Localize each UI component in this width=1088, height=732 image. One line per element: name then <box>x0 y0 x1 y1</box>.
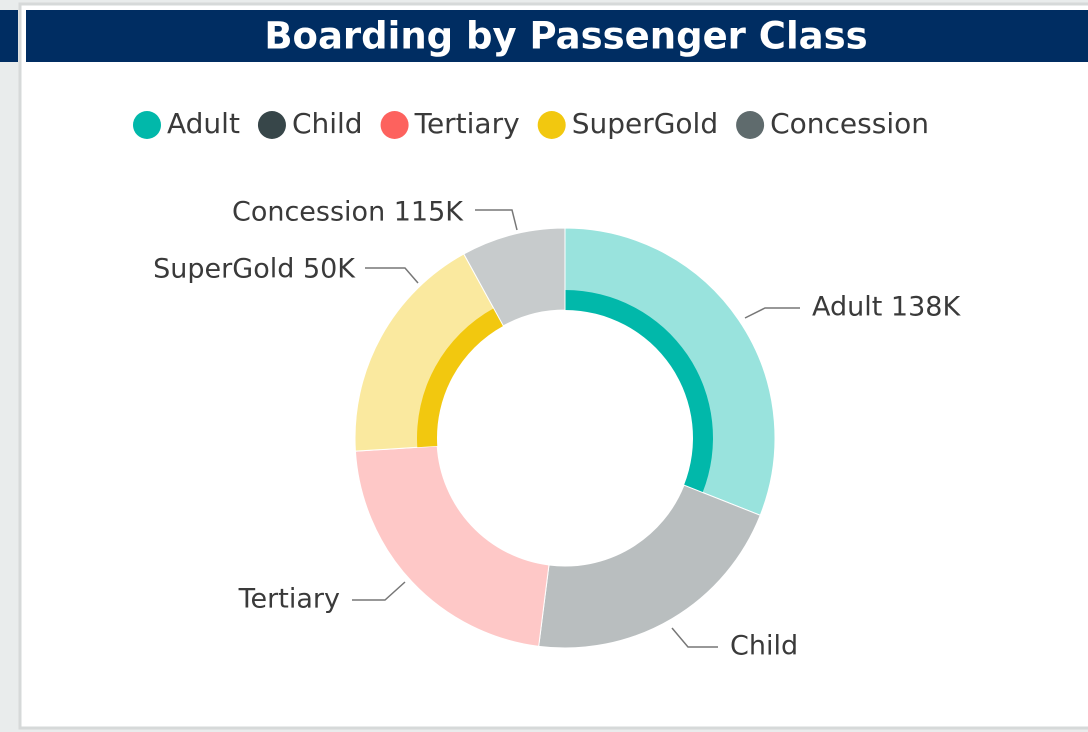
leader-line <box>365 267 419 284</box>
legend-swatch <box>133 111 161 139</box>
legend-label: Tertiary <box>414 107 520 140</box>
donut-segment <box>538 484 761 649</box>
legend-swatch <box>736 111 765 139</box>
legend-swatch <box>257 111 286 139</box>
data-label: Tertiary <box>238 584 340 615</box>
neighbor-header <box>0 10 18 62</box>
legend-label: SuperGold <box>572 107 718 140</box>
highlight-segment <box>417 308 504 448</box>
leader-line <box>475 209 518 231</box>
legend-label: Child <box>292 107 363 140</box>
title-bar <box>26 10 1088 62</box>
legend-swatch <box>537 111 566 139</box>
data-label: Adult 138K <box>812 292 961 323</box>
chart-title: Boarding by Passenger Class <box>264 15 867 58</box>
legend-swatch <box>380 111 409 139</box>
data-label: Child <box>730 631 798 662</box>
legend-label: Adult <box>167 107 240 140</box>
leader-line <box>352 581 406 601</box>
highlight-segment <box>565 290 713 493</box>
legend-label: Concession <box>770 107 929 140</box>
donut-segment <box>463 227 566 327</box>
donut-segment <box>354 445 550 647</box>
leader-line <box>744 307 800 319</box>
data-label: Concession 115K <box>232 197 464 228</box>
data-label: SuperGold 50K <box>153 254 356 285</box>
leader-line <box>671 627 718 648</box>
